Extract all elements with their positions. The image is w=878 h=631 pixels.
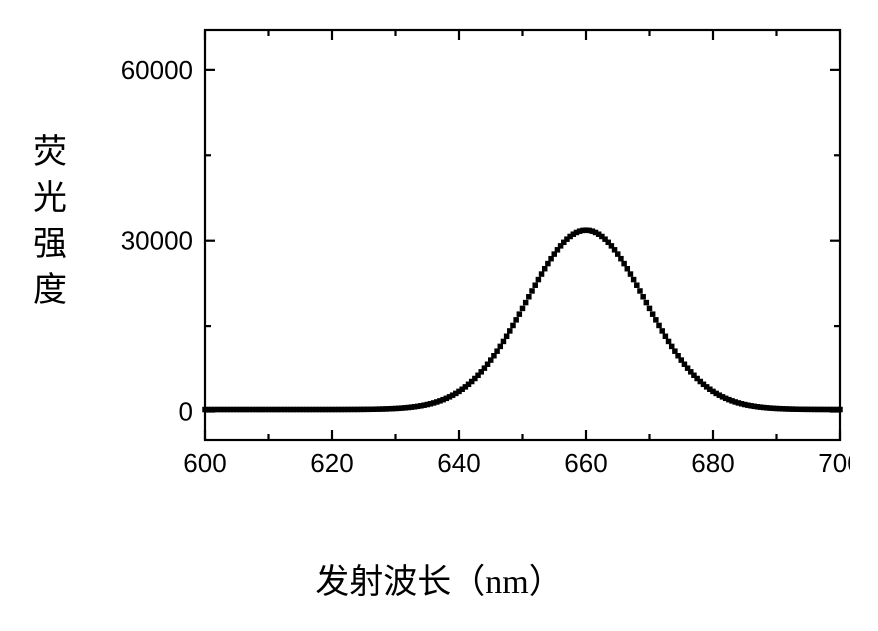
ylabel-char: 光 bbox=[30, 176, 70, 222]
plot-area: 600 620 640 660 680 700 0 30000 60000 bbox=[110, 20, 850, 520]
xtick-label: 600 bbox=[183, 448, 226, 478]
ylabel-char: 度 bbox=[30, 268, 70, 314]
figure-container: 荧 光 强 度 600 620 640 660 680 700 0 30000 60000 发射… bbox=[0, 0, 878, 631]
y-axis-label: 荧 光 强 度 bbox=[30, 130, 70, 314]
xtick-label: 660 bbox=[564, 448, 607, 478]
plot-svg: 600 620 640 660 680 700 0 30000 60000 bbox=[110, 20, 850, 520]
x-axis-label: 发射波长（nm） bbox=[0, 554, 878, 603]
xtick-label: 640 bbox=[437, 448, 480, 478]
xtick-label: 620 bbox=[310, 448, 353, 478]
ylabel-char: 荧 bbox=[30, 130, 70, 176]
ytick-label: 30000 bbox=[121, 226, 193, 256]
plot-frame bbox=[205, 30, 840, 440]
fluorescence-series bbox=[202, 227, 843, 412]
xtick-label: 680 bbox=[691, 448, 734, 478]
ylabel-char: 强 bbox=[30, 222, 70, 268]
xtick-label: 700 bbox=[818, 448, 850, 478]
ytick-label: 0 bbox=[179, 397, 193, 427]
ytick-label: 60000 bbox=[121, 55, 193, 85]
